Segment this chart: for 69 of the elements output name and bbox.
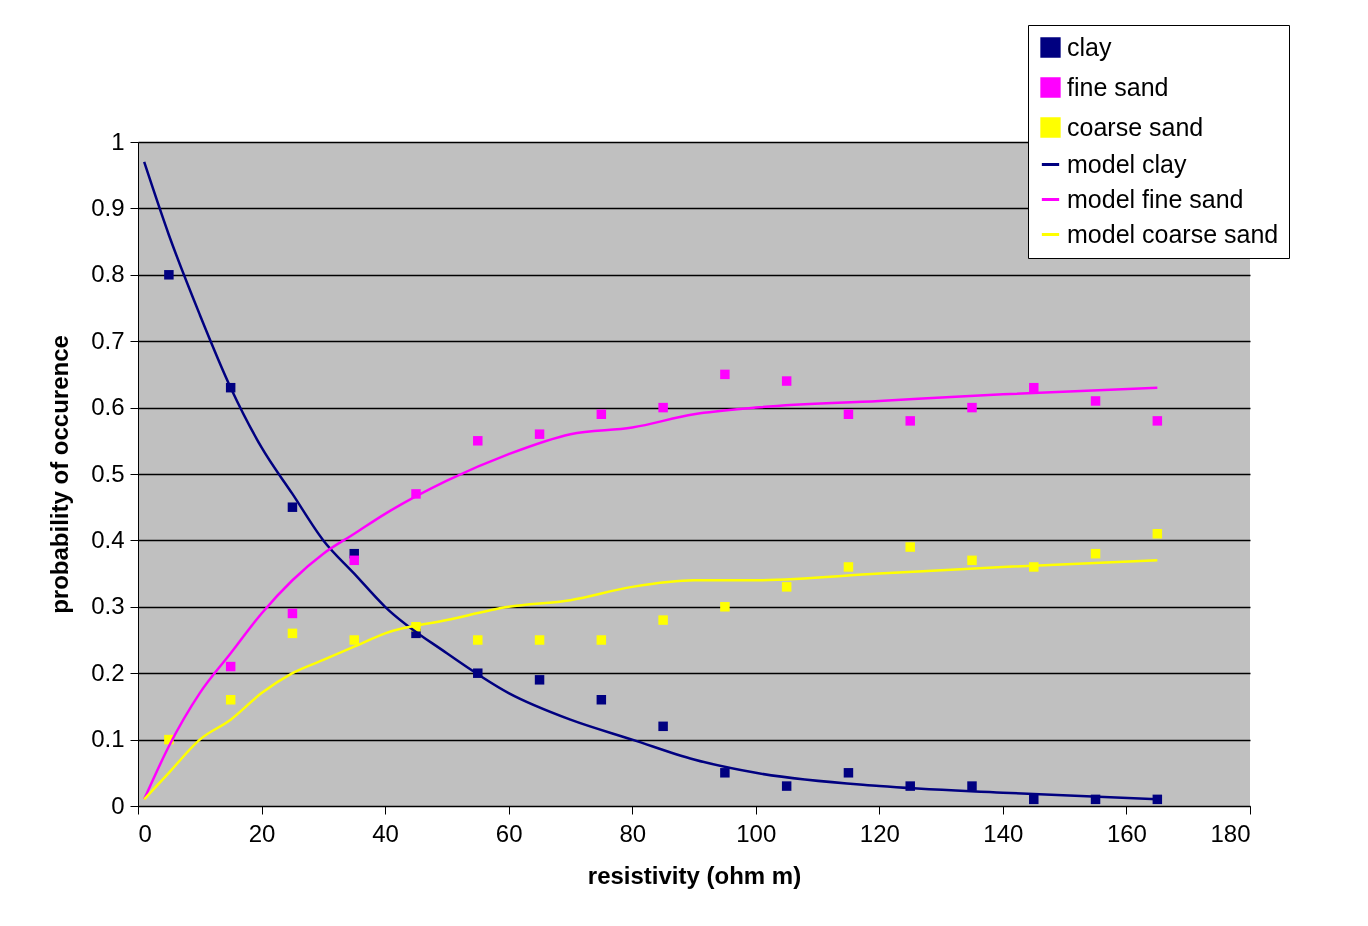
y-tick-label: 0.6 — [91, 393, 125, 421]
point — [658, 721, 668, 732]
y-tick-label: 1 — [111, 127, 125, 155]
x-tick-label: 20 — [248, 819, 276, 847]
point — [905, 416, 915, 426]
x-tick-label: 40 — [372, 819, 399, 847]
point — [843, 562, 854, 572]
legend-label: coarse sand — [1067, 112, 1204, 141]
point — [596, 695, 607, 705]
point — [349, 555, 359, 566]
point — [534, 635, 545, 645]
y-tick-label: 0.2 — [91, 658, 125, 686]
point — [534, 429, 545, 439]
point — [534, 675, 545, 685]
point — [967, 781, 977, 791]
legend-label: fine sand — [1067, 72, 1169, 101]
point — [1029, 382, 1039, 393]
point — [473, 436, 483, 446]
y-tick-label: 0.9 — [91, 193, 125, 221]
point — [287, 628, 298, 639]
x-tick-label: 100 — [736, 819, 777, 847]
x-tick-label: 120 — [859, 819, 900, 847]
point — [720, 602, 730, 612]
point — [164, 270, 174, 280]
point — [967, 402, 977, 413]
point — [1090, 396, 1101, 406]
point — [225, 695, 236, 705]
point — [781, 376, 792, 386]
point — [658, 615, 668, 625]
x-tick-label: 140 — [983, 819, 1024, 847]
legend-label: model fine sand — [1067, 184, 1244, 213]
point — [1152, 416, 1163, 426]
point — [781, 781, 792, 791]
point — [473, 635, 483, 645]
point — [1090, 548, 1101, 559]
point — [287, 608, 298, 619]
point — [781, 582, 792, 592]
point — [720, 369, 730, 380]
legend-label: clay — [1067, 32, 1112, 61]
point — [287, 502, 298, 512]
line-series — [142, 559, 1159, 801]
x-axis-title: resistivity (ohm m) — [587, 861, 802, 889]
y-tick-label: 0.5 — [91, 459, 125, 487]
x-tick-label: 80 — [619, 819, 647, 847]
y-tick-label: 0.1 — [91, 725, 125, 753]
legend-label: model coarse sand — [1067, 219, 1279, 248]
y-axis-title: probability of occurence — [46, 335, 74, 614]
legend-label: model clay — [1067, 149, 1187, 178]
point — [596, 635, 607, 645]
point — [843, 409, 854, 419]
y-tick-label: 0.4 — [91, 525, 125, 553]
x-tick-label: 0 — [138, 819, 152, 847]
point — [225, 661, 236, 672]
y-tick-label: 0 — [111, 791, 125, 819]
point — [720, 768, 730, 778]
point — [967, 555, 977, 566]
y-tick-label: 0.8 — [91, 260, 125, 288]
point — [596, 409, 607, 419]
point — [1152, 529, 1163, 539]
point — [1029, 794, 1039, 805]
y-tick-label: 0.3 — [91, 592, 125, 620]
point — [905, 542, 915, 552]
point — [658, 402, 668, 413]
y-tick-label: 0.7 — [91, 326, 125, 354]
x-tick-label: 180 — [1210, 819, 1251, 847]
x-tick-label: 160 — [1106, 819, 1147, 847]
point — [843, 768, 854, 778]
point — [349, 635, 359, 645]
x-tick-label: 60 — [495, 819, 523, 847]
